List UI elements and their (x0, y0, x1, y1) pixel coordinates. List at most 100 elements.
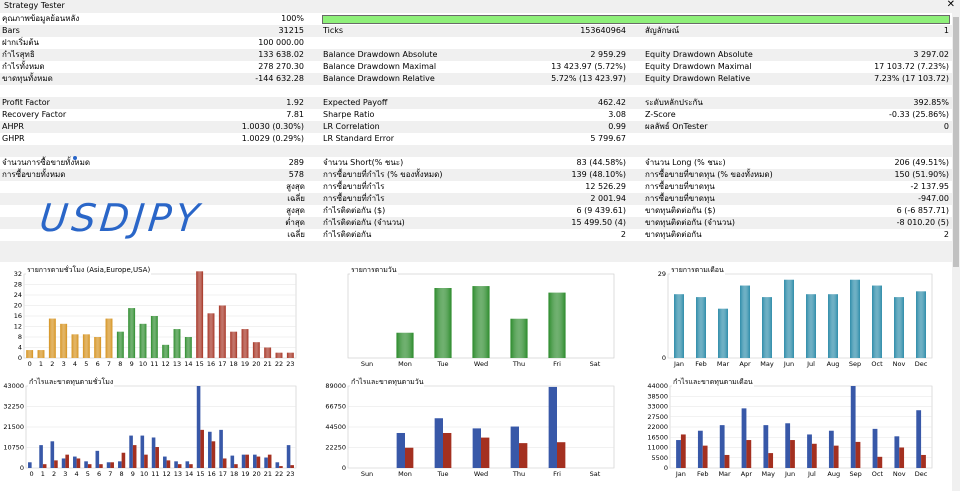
x-tick-label: Thu (512, 360, 525, 368)
bar (877, 456, 883, 468)
bar (741, 408, 747, 468)
stat-label: Balance Drawdown Absolute (323, 50, 438, 59)
stat-label: ต่ำสุด (285, 218, 305, 227)
x-tick-label: 5 (86, 470, 90, 478)
bar (256, 456, 261, 468)
x-tick-label: 22 (275, 470, 283, 478)
bar (177, 464, 182, 468)
scrollbar-thumb[interactable] (953, 17, 959, 267)
bar-shade (916, 291, 926, 358)
x-tick-label: Sun (361, 470, 373, 478)
stat-label: ระดับหลักประกัน (645, 98, 703, 107)
y-tick-label: 33000 (647, 403, 668, 411)
stat-label: จำนวน Short(% ชนะ) (323, 158, 404, 167)
vertical-scrollbar[interactable] (952, 13, 960, 491)
x-tick-label: Jan (673, 360, 684, 368)
bar-shade (139, 323, 147, 358)
bar (73, 456, 77, 468)
bar (155, 447, 159, 468)
bar (719, 425, 725, 468)
stats-row: ขาดทุนทั้งหมด -144 632.28 Balance Drawdown… (0, 73, 952, 85)
x-tick-label: May (762, 470, 776, 478)
x-tick-label: 21 (264, 470, 272, 478)
x-tick-label: Jul (807, 470, 816, 478)
stat-label: Expected Payoff (323, 98, 388, 107)
bar (481, 437, 490, 468)
quality-row: คุณภาพข้อมูลย้อนหลัง 100% (0, 13, 952, 25)
stat-value: 150 (51.90%) (894, 170, 949, 179)
bar-shade (48, 318, 56, 358)
bar (241, 454, 246, 468)
stat-value: -8 010.20 (5) (896, 218, 949, 227)
y-tick-label: 0 (20, 464, 24, 472)
bar (275, 462, 280, 468)
y-tick-label: 11000 (647, 444, 668, 452)
stat-label: การซื้อขายที่กำไร (% ของทั้งหมด) (323, 170, 443, 179)
bar-shade (105, 318, 113, 358)
x-tick-label: 15 (196, 470, 204, 478)
x-tick-label: Fri (553, 360, 561, 368)
bar-shade (184, 337, 192, 358)
stat-value: 392.85% (913, 98, 949, 107)
x-tick-label: 17 (219, 470, 227, 478)
stat-value: 17 103.72 (7.23%) (874, 62, 949, 71)
bar-shade (26, 350, 34, 358)
x-tick-label: 6 (96, 360, 100, 368)
charts-area: 0 4 8 12 16 20 24 28 32 0 1 2 3 4 5 6 7 8 9 10 11 12 13 14 15 16 1… (0, 262, 952, 491)
x-tick-label: 21 (264, 360, 272, 368)
x-tick-label: 20 (252, 470, 260, 478)
bar-shade (718, 308, 728, 358)
stat-value: 83 (44.58%) (576, 158, 626, 167)
bar (196, 386, 201, 468)
x-tick-label: 10 (140, 470, 148, 478)
chart-month-pnl: 0 5500 11000 16500 22000 27500 33000 38500 44000… (647, 382, 933, 478)
stat-value: 3 297.02 (913, 50, 949, 59)
stat-label: LR Correlation (323, 122, 380, 131)
bar-shade (894, 297, 904, 358)
y-tick-label: 0 (664, 464, 668, 472)
stat-label: การซื้อขายที่ขาดทุน (645, 182, 715, 191)
stat-value: -144 632.28 (255, 74, 304, 83)
stats-row: เฉลี่ย การซื้อขายที่กำไร 2 001.94 การซื้อขา… (0, 193, 952, 205)
bar (267, 454, 272, 468)
stat-value: 133 638.02 (258, 50, 304, 59)
stat-label: การซื้อขายที่กำไร (323, 194, 385, 203)
close-icon[interactable]: ✕ (946, 0, 955, 10)
bar (872, 428, 878, 468)
stat-label: Z-Score (645, 110, 676, 119)
x-tick-label: 0 (28, 360, 32, 368)
x-tick-label: 20 (252, 360, 260, 368)
bar (724, 454, 730, 468)
x-tick-label: 6 (97, 470, 101, 478)
stat-value: 578 (288, 170, 304, 179)
y-tick-label: 24 (14, 291, 22, 299)
bar (166, 460, 171, 468)
stat-value: 7.23% (17 103.72) (874, 74, 949, 83)
x-tick-label: Oct (872, 470, 884, 478)
stat-label: ฝากเริ่มต้น (2, 38, 39, 47)
x-tick-label: Thu (512, 470, 525, 478)
chart-title: กำไรและขาดทุนตามชั่วโมง (28, 377, 115, 388)
bar (676, 440, 681, 468)
bar-shade (37, 350, 45, 358)
bar-shade (207, 313, 215, 358)
stat-value: 278 270.30 (258, 62, 304, 71)
x-tick-label: Sun (361, 360, 373, 368)
bar (396, 432, 405, 468)
x-tick-label: 4 (73, 360, 77, 368)
bar (132, 445, 137, 468)
stat-label: Profit Factor (2, 98, 50, 107)
x-tick-label: 8 (120, 470, 124, 478)
plot-frame (667, 273, 933, 359)
bar-shade (218, 305, 226, 358)
stats-row: เฉลี่ย กำไรติดต่อกัน 2 ขาดทุนติดต่อกัน 2 (0, 229, 952, 241)
y-tick-label: 0 (18, 354, 22, 362)
stat-label: กำไรติดต่อกัน (จำนวน) (323, 218, 405, 227)
stats-row: กำไรทั้งหมด 278 270.30 Balance Drawdown Ma… (0, 61, 952, 73)
x-tick-label: 2 (50, 360, 54, 368)
y-tick-label: 89000 (325, 382, 346, 390)
bar (548, 386, 557, 468)
stats-row: การซื้อขายทั้งหมด 578 การซื้อขายที่กำไร (%… (0, 169, 952, 181)
bar (264, 457, 268, 468)
